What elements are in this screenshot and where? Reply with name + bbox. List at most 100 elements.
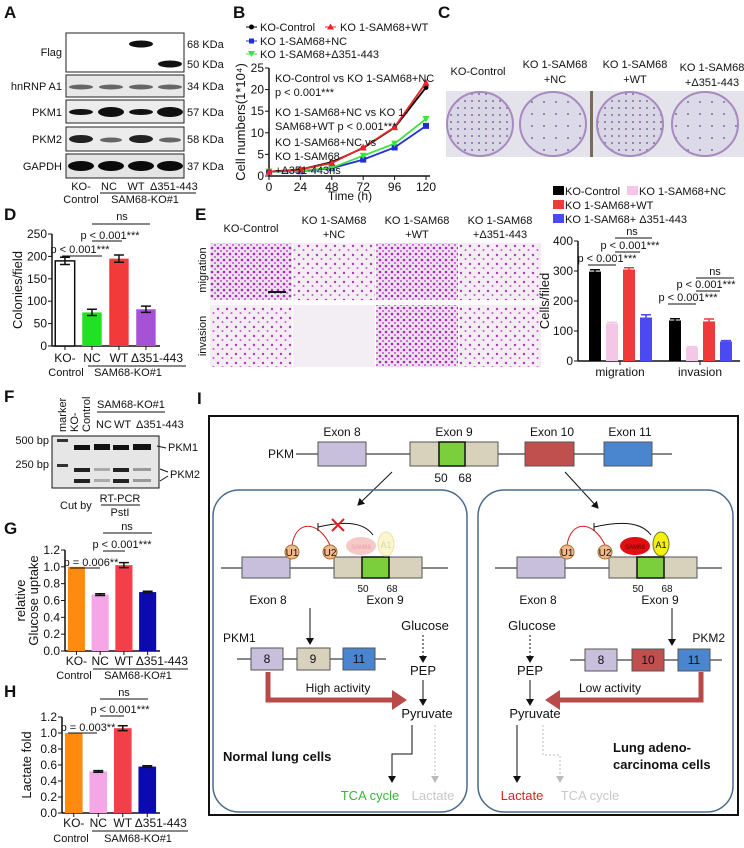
x-tick-label: Δ351-443 (131, 351, 183, 365)
glucose-label: Glucose (401, 618, 449, 633)
y-tick-label: 200 (27, 249, 47, 263)
gene-label: PKM (268, 447, 294, 461)
data-point (296, 165, 304, 173)
u1-label: U1 (286, 548, 299, 559)
sam68-faded (346, 537, 376, 555)
x-tick-label: KO- (66, 654, 87, 668)
u2-label: U2 (599, 548, 612, 559)
x-tick-label: 24 (294, 180, 308, 194)
error-bar (142, 590, 153, 594)
lane-label: Control (81, 397, 93, 432)
tca-label: TCA cycle (561, 788, 620, 803)
y-tick-label: 10 (251, 126, 265, 140)
dish (596, 91, 664, 157)
x-tick-label: Δ351-443 (135, 816, 187, 830)
x-tick-label: KO- (54, 351, 75, 365)
p-value: p < 0.001*** (676, 279, 736, 291)
colony-photos (446, 91, 744, 157)
x-tick-label: 72 (357, 180, 371, 194)
p-value: p < 0.001*** (600, 240, 660, 252)
y-tick-label: 1.0 (40, 726, 57, 740)
pkm1-label: PKM1 (223, 631, 256, 645)
column-label: +Δ351-443 (685, 77, 739, 89)
column-label: +WT (405, 229, 429, 241)
x-tick-label: migration (595, 365, 644, 379)
x-tick-label: Δ351-443 (136, 654, 188, 668)
micrograph (210, 305, 292, 367)
method-label: RT-PCR (100, 493, 141, 505)
data-point (265, 167, 273, 175)
panel-label: I (197, 389, 202, 408)
panel-label: H (4, 682, 16, 701)
lane-label: NC (101, 181, 117, 193)
bands-pkm1 (69, 107, 183, 117)
error-bar (113, 254, 124, 263)
data-point (359, 152, 367, 160)
micrograph (293, 243, 375, 300)
bar (589, 271, 601, 361)
y-tick-label: 0.4 (43, 610, 60, 624)
data-point (391, 123, 399, 131)
schematic-frame (208, 415, 739, 816)
bar (109, 258, 129, 346)
error-bar (95, 593, 106, 597)
y-tick-label: 0.6 (40, 758, 57, 772)
y-tick-label: 0.2 (43, 627, 60, 641)
panel-label: F (4, 387, 14, 406)
error-bar (670, 317, 680, 321)
u1-snrnp (284, 544, 300, 560)
y-tick-label: 100 (27, 294, 47, 308)
blot-hnrnpa1 (65, 74, 185, 98)
annotation: KO-Control vs KO 1-SAM68+NC (275, 73, 434, 85)
hnrnpa1-protein (652, 531, 670, 557)
kda-label: 37 KDa (187, 161, 225, 173)
sam68-label: SAM68 (351, 545, 371, 551)
bar (686, 347, 698, 361)
position-label: 50 (434, 471, 448, 485)
pkm2-label: PKM2 (692, 631, 725, 645)
dish (671, 91, 739, 157)
lane-label: KO- (71, 181, 91, 193)
panel-c: C KO-Control KO 1-SAM68 +NC KO 1-SAM68 +… (438, 3, 744, 157)
panel-i: I PKM Exon 8 Exon 9 Exon 10 Exon 11 50 6… (197, 389, 739, 816)
y-tick-label: 300 (553, 264, 573, 278)
p-value: p < 0.001*** (50, 244, 110, 256)
panel-label: E (195, 205, 206, 224)
panel-b: B KO-Control KO 1-SAM68+WT KO 1-SAM68+NC… (233, 3, 436, 203)
u1-snrnp (559, 544, 575, 560)
bar (703, 321, 715, 361)
enzyme-label: PstI (111, 507, 130, 519)
series-line (268, 118, 427, 173)
y-tick-label: 100 (553, 324, 573, 338)
exon-number: 10 (641, 653, 655, 667)
annotation: p < 0.001*** (275, 87, 335, 99)
p-value: p < 0.001*** (80, 230, 140, 242)
y-tick-label: 0 (257, 169, 264, 183)
exon-label: Exon 8 (323, 425, 361, 439)
y-tick-label: 0.2 (40, 790, 57, 804)
x-tick-label: 120 (416, 180, 436, 194)
dish (519, 91, 587, 157)
error-bar (117, 725, 128, 732)
error-bar (624, 266, 634, 270)
p-value: p = 0.006** (64, 557, 119, 569)
significance: p = 0.006** p < 0.001*** ns SAM68-KO#1 C… (56, 521, 188, 682)
column-label: KO 1-SAM68 (603, 59, 668, 71)
data-point (328, 159, 336, 167)
kda-label: 68 KDa (187, 39, 225, 51)
micrograph (293, 305, 375, 367)
sam68-protein (620, 537, 650, 555)
error-bar (704, 318, 714, 322)
exon10-box (524, 441, 575, 467)
kda-label: 57 KDa (187, 107, 225, 119)
group-label: SAM68-KO#1 (104, 670, 172, 682)
error-bar (86, 308, 97, 317)
activity-label: Low activity (579, 681, 641, 695)
column-label: +NC (323, 229, 345, 241)
lane-label: Δ351-443 (150, 181, 198, 193)
kda-label: 34 KDa (187, 81, 225, 93)
legend: KO-Control KO 1-SAM68+NC KO 1-SAM68+WT K… (553, 186, 726, 226)
